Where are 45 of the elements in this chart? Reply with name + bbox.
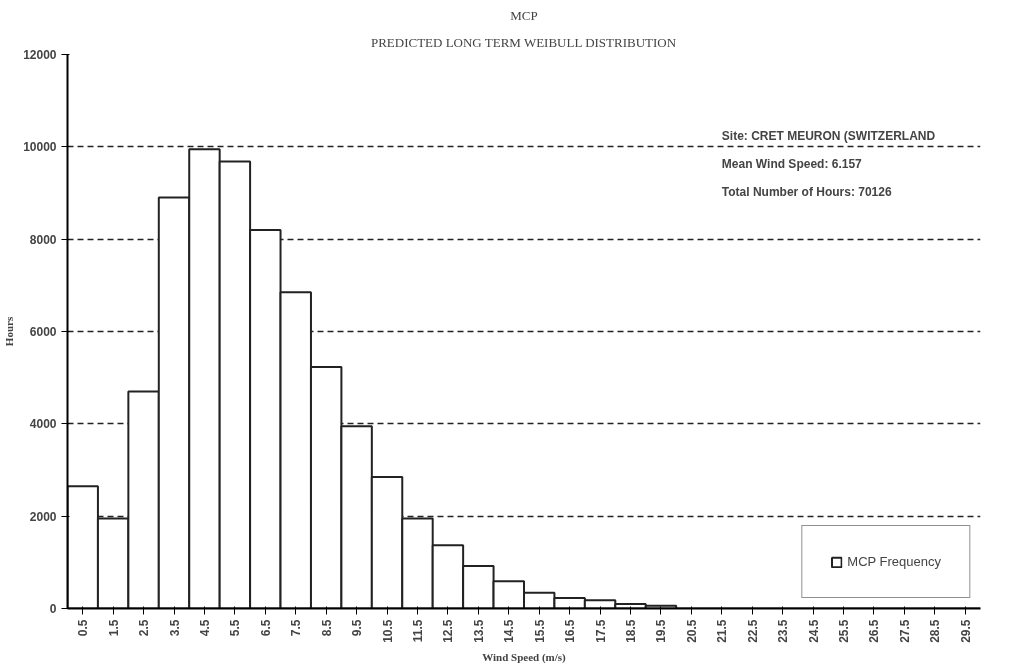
- x-tick-label: 4.5: [197, 619, 212, 637]
- y-axis-title: Hours: [3, 316, 16, 347]
- x-tick-label: 10.5: [380, 619, 395, 643]
- x-tick-label: 24.5: [806, 619, 821, 643]
- x-tick-label: 27.5: [897, 619, 912, 643]
- x-tick-label: 21.5: [715, 619, 730, 643]
- y-tick-label: 6000: [29, 325, 57, 339]
- y-tick-label: 8000: [29, 232, 57, 247]
- x-tick-label: 6.5: [258, 619, 273, 637]
- chart-title: MCP: [510, 7, 538, 23]
- y-tick-label: 12000: [23, 48, 57, 62]
- x-tick-label: 19.5: [654, 619, 669, 643]
- x-tick-label: 17.5: [593, 619, 608, 643]
- x-tick-label: 18.5: [624, 619, 639, 643]
- x-tick-label: 8.5: [319, 619, 334, 637]
- x-tick-label: 0.5: [76, 619, 91, 637]
- x-tick-label: 20.5: [684, 619, 699, 643]
- x-tick-label: 22.5: [745, 619, 760, 643]
- x-tick-label: 2.5: [137, 619, 152, 637]
- x-axis-title: Wind Speed (m/s): [482, 650, 567, 664]
- x-tick-label: 9.5: [350, 619, 365, 637]
- x-tick-label: 12.5: [441, 619, 456, 643]
- y-tick-label: 0: [49, 602, 57, 616]
- chart-subtitle: PREDICTED LONG TERM WEIBULL DISTRIBUTION: [370, 34, 677, 50]
- x-tick-label: 23.5: [776, 619, 791, 643]
- annotation: Total Number of Hours: 70126: [721, 184, 892, 199]
- x-tick-label: 28.5: [928, 619, 943, 643]
- annotation: Site: CRET MEURON (SWITZERLAND: [721, 129, 936, 144]
- legend-label: MCP Frequency: [847, 554, 941, 569]
- x-tick-label: 1.5: [106, 619, 121, 637]
- x-tick-label: 26.5: [867, 619, 882, 643]
- annotation: Mean Wind Speed: 6.157: [721, 156, 863, 171]
- y-tick-label: 10000: [23, 140, 57, 155]
- x-tick-label: 25.5: [837, 619, 852, 643]
- x-tick-label: 29.5: [958, 619, 973, 643]
- x-tick-label: 15.5: [532, 619, 547, 643]
- y-tick-label: 4000: [29, 417, 57, 432]
- x-tick-label: 13.5: [471, 619, 486, 643]
- x-tick-label: 14.5: [502, 619, 517, 643]
- y-tick-label: 2000: [29, 509, 57, 524]
- x-tick-label: 3.5: [167, 619, 182, 637]
- x-tick-label: 5.5: [228, 619, 243, 637]
- x-tick-label: 16.5: [563, 619, 578, 643]
- x-tick-label: 7.5: [289, 619, 304, 637]
- x-tick-label: 11.5: [410, 619, 425, 643]
